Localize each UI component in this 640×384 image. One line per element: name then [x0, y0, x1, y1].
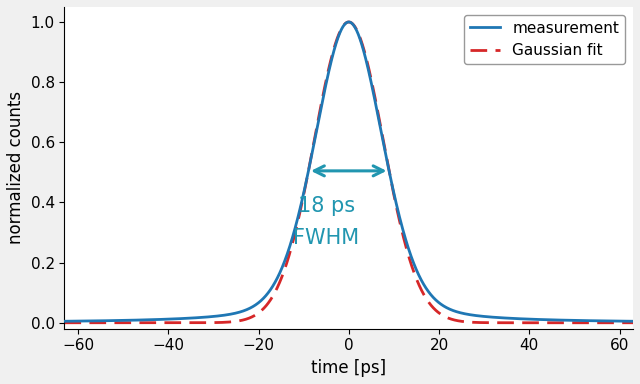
measurement: [638, 319, 640, 324]
Gaussian fit: [154, 321, 161, 325]
Y-axis label: normalized counts: normalized counts: [7, 91, 25, 245]
Line: Gaussian fit: Gaussian fit: [56, 22, 640, 323]
Gaussian fit: [345, 20, 353, 24]
measurement: [52, 319, 60, 324]
Gaussian fit: [276, 278, 284, 283]
measurement: [345, 20, 353, 24]
Text: FWHM: FWHM: [293, 228, 359, 248]
Gaussian fit: [564, 321, 572, 325]
measurement: [154, 317, 161, 322]
measurement: [118, 318, 126, 323]
measurement: [302, 181, 310, 185]
Gaussian fit: [627, 321, 635, 325]
measurement: [276, 269, 284, 274]
Gaussian fit: [638, 321, 640, 325]
measurement: [627, 319, 635, 324]
Gaussian fit: [118, 321, 126, 325]
measurement: [564, 318, 572, 323]
X-axis label: time [ps]: time [ps]: [311, 359, 387, 377]
Line: measurement: measurement: [56, 22, 640, 321]
Text: 18 ps: 18 ps: [298, 197, 355, 217]
Gaussian fit: [302, 182, 310, 187]
Gaussian fit: [52, 321, 60, 325]
Legend: measurement, Gaussian fit: measurement, Gaussian fit: [463, 15, 625, 65]
